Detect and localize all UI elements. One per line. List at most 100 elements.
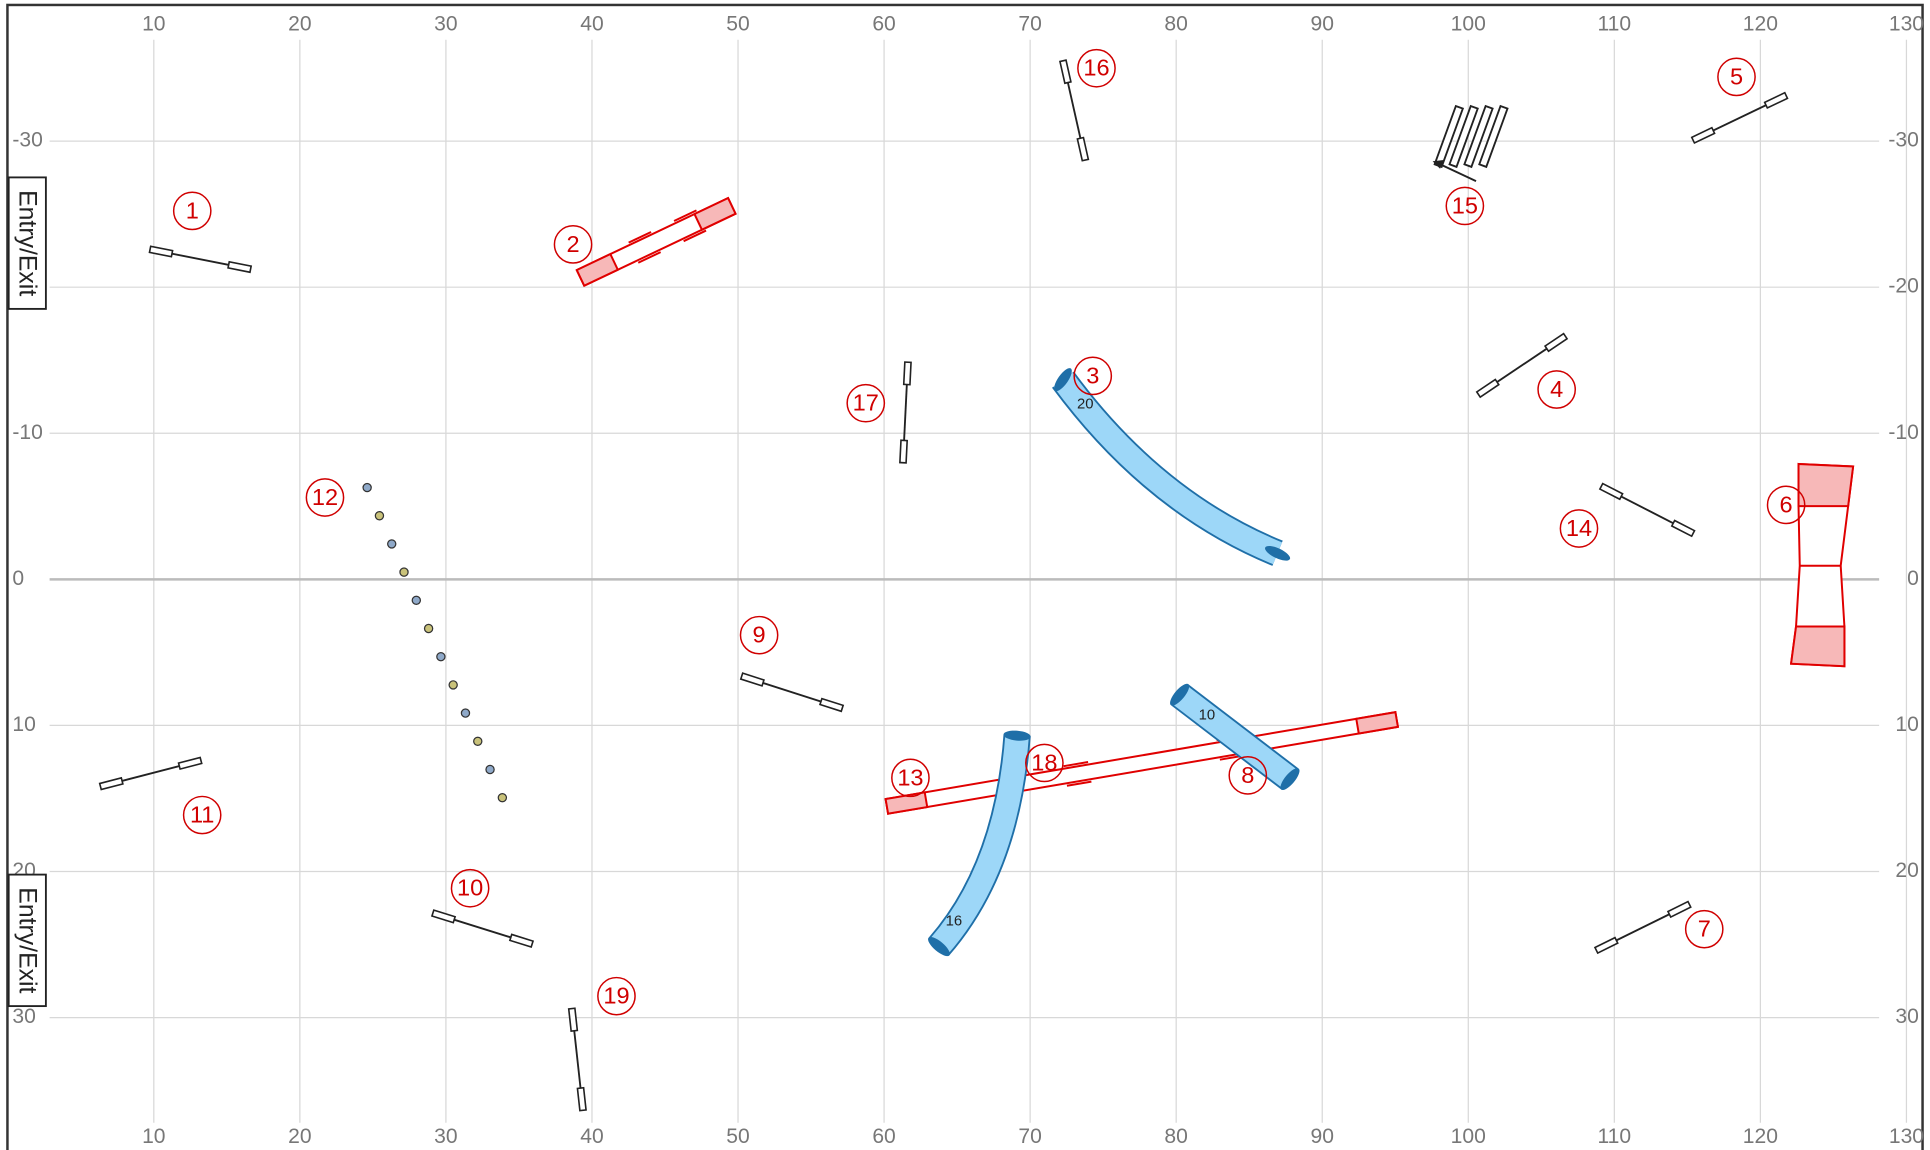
weave-pole bbox=[473, 736, 483, 747]
x-tick-label: 40 bbox=[580, 1125, 603, 1148]
slat bbox=[1448, 104, 1479, 169]
jump bbox=[148, 245, 253, 274]
tunnel-label: 20 bbox=[1077, 396, 1094, 412]
labels: Entry/ExitEntry/Exit12345678910111213141… bbox=[7, 48, 1806, 1016]
wing bbox=[1058, 59, 1072, 85]
obstacle-number: 2 bbox=[566, 231, 579, 257]
x-tick-label: 100 bbox=[1451, 1125, 1486, 1148]
jump-wing bbox=[899, 439, 909, 464]
jump-wing bbox=[1763, 91, 1789, 110]
tunnel-label: 16 bbox=[946, 914, 963, 930]
obstacle-number: 17 bbox=[853, 390, 879, 416]
tunnel-body bbox=[1172, 685, 1298, 789]
x-tick-label: 130 bbox=[1889, 1125, 1924, 1148]
wing bbox=[1593, 936, 1619, 955]
weave-pole bbox=[485, 764, 495, 775]
jump-wing bbox=[739, 672, 765, 687]
x-tick-label: 10 bbox=[142, 1125, 165, 1148]
jump bbox=[899, 361, 912, 464]
entry-exit-box bbox=[7, 176, 47, 310]
y-tick-label: 0 bbox=[1907, 567, 1919, 590]
number-circle bbox=[553, 225, 593, 264]
obstacle-number: 1 bbox=[186, 197, 199, 223]
wing bbox=[1763, 91, 1789, 110]
x-tick-label: 70 bbox=[1018, 1125, 1041, 1148]
jump-wing bbox=[1543, 332, 1569, 353]
wing bbox=[1598, 482, 1624, 501]
a-frame-contact bbox=[1789, 625, 1846, 668]
number-circle bbox=[846, 383, 886, 423]
obstacle-number: 11 bbox=[190, 802, 214, 828]
y-tick-label: 20 bbox=[1895, 859, 1918, 882]
weave-pole bbox=[374, 511, 385, 521]
jump-wing bbox=[1593, 936, 1619, 955]
number-circle bbox=[1684, 909, 1724, 949]
x-tick-label: 60 bbox=[872, 12, 895, 35]
tunnel-body bbox=[930, 734, 1029, 955]
number-circle bbox=[450, 868, 490, 908]
tunnel-label: 10 bbox=[1199, 708, 1216, 724]
obstacle-number: 19 bbox=[603, 983, 629, 1009]
contact bbox=[1355, 711, 1400, 735]
number-circle bbox=[1537, 370, 1577, 409]
number-circle bbox=[1559, 509, 1599, 548]
tunnel bbox=[928, 734, 1031, 956]
x-tick-label: 120 bbox=[1743, 1125, 1778, 1148]
plank-mark bbox=[673, 209, 697, 222]
number-circle bbox=[739, 615, 779, 655]
wing bbox=[1076, 136, 1090, 162]
jump-wing bbox=[148, 245, 174, 258]
y-tick-label: 10 bbox=[12, 713, 35, 736]
jump-wing bbox=[902, 361, 912, 386]
jump-wing bbox=[818, 697, 845, 713]
tunnel-end bbox=[1265, 545, 1291, 561]
y-tick-label: -20 bbox=[1888, 275, 1918, 298]
x-tick-label: 70 bbox=[1018, 12, 1041, 35]
obstacle-number: 4 bbox=[1550, 376, 1563, 402]
x-tick-label: 50 bbox=[726, 1125, 749, 1148]
y-tick-label: 10 bbox=[1895, 713, 1918, 736]
x-tick-label: 90 bbox=[1310, 12, 1333, 35]
x-tick-label: 60 bbox=[872, 1125, 895, 1148]
y-tick-label: 30 bbox=[1895, 1005, 1918, 1028]
jump-wing bbox=[1058, 59, 1072, 85]
contact bbox=[575, 252, 620, 288]
jump bbox=[1690, 91, 1789, 145]
number-circle bbox=[1073, 356, 1113, 396]
wing bbox=[567, 1007, 579, 1033]
contact bbox=[693, 196, 737, 232]
weave-pole bbox=[497, 792, 508, 803]
tunnel-end bbox=[1170, 683, 1190, 706]
weave-pole bbox=[448, 680, 458, 690]
entry-exit-label: Entry/Exit bbox=[14, 887, 41, 993]
obstacles bbox=[98, 59, 1855, 1112]
a-frame-contact bbox=[1797, 462, 1855, 508]
x-tick-label: 20 bbox=[288, 1125, 311, 1148]
weave-pole bbox=[399, 567, 409, 577]
obstacle-number: 3 bbox=[1086, 362, 1099, 388]
plank-mark bbox=[1066, 780, 1092, 787]
obstacle-number: 12 bbox=[312, 484, 338, 510]
wing bbox=[148, 245, 174, 258]
obstacle-number: 14 bbox=[1566, 515, 1592, 541]
jump bbox=[98, 756, 203, 791]
x-tick-label: 30 bbox=[434, 1125, 457, 1148]
tunnel-end bbox=[928, 936, 950, 957]
weave-pole bbox=[362, 482, 372, 493]
slat-arrow bbox=[1435, 161, 1477, 182]
x-tick-label: 110 bbox=[1598, 12, 1632, 35]
x-tick-label: 130 bbox=[1889, 12, 1924, 35]
y-tick-label: -10 bbox=[1888, 421, 1918, 444]
jump-wing bbox=[227, 260, 253, 274]
number-circle bbox=[1766, 485, 1806, 525]
x-tick-label: 20 bbox=[288, 12, 311, 35]
weave-pole bbox=[411, 595, 422, 606]
entry-exit-label: Entry/Exit bbox=[14, 190, 41, 296]
entry-exit: Entry/Exit bbox=[7, 176, 47, 310]
number-circle bbox=[182, 795, 222, 835]
jump bbox=[1598, 482, 1696, 538]
plank-mark bbox=[637, 251, 662, 264]
weave-pole bbox=[460, 708, 471, 718]
jump bbox=[1058, 59, 1090, 162]
